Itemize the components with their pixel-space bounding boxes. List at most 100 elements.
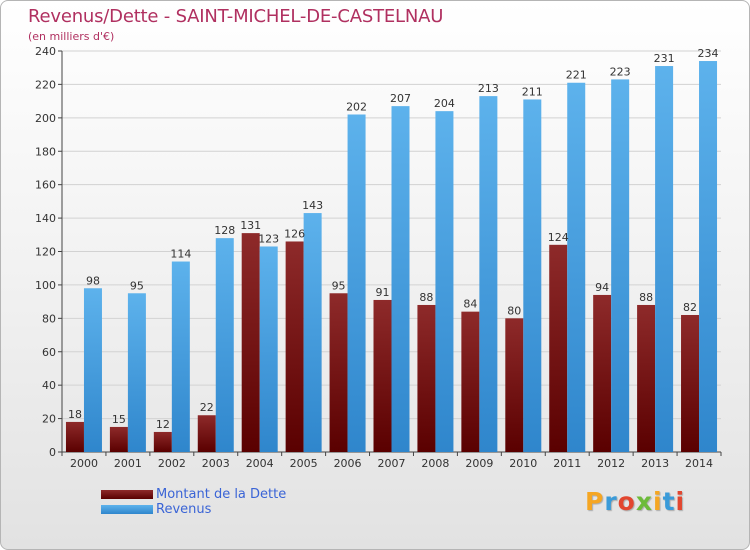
y-tick-label: 240 (35, 45, 56, 58)
bar-revenus (215, 238, 234, 452)
data-label-revenus: 114 (170, 248, 191, 261)
bar-revenus (347, 114, 366, 452)
y-tick-label: 80 (42, 312, 56, 325)
bar-dette (461, 311, 480, 452)
chart-title: Revenus/Dette - SAINT-MICHEL-DE-CASTELNA… (28, 6, 444, 27)
y-tick-label: 100 (35, 279, 56, 292)
bar-dette (549, 244, 568, 452)
chart-subtitle: (en milliers d'€) (28, 30, 115, 43)
y-tick-label: 160 (35, 179, 56, 192)
data-label-dette: 95 (332, 279, 346, 292)
legend-label-revenus: Revenus (156, 502, 212, 517)
data-label-dette: 88 (639, 291, 653, 304)
x-tick-label: 2014 (685, 457, 713, 470)
bar-dette (241, 233, 260, 452)
data-label-revenus: 143 (302, 199, 323, 212)
logo-letter: t (662, 487, 676, 516)
bar-dette (373, 299, 392, 452)
x-tick-label: 2011 (553, 457, 581, 470)
bar-dette (681, 314, 700, 452)
logo-letter: o (617, 487, 636, 516)
x-tick-label: 2004 (246, 457, 274, 470)
bar-dette (329, 293, 348, 452)
bar-revenus (479, 96, 498, 453)
data-label-revenus: 204 (434, 97, 455, 110)
logo-letter: r (604, 487, 618, 516)
bar-revenus (391, 106, 410, 452)
bar-dette (109, 426, 128, 452)
data-label-revenus: 95 (130, 279, 144, 292)
legend-swatch-dette (101, 490, 153, 499)
data-label-revenus: 98 (86, 274, 100, 287)
x-tick-label: 2001 (114, 457, 142, 470)
x-tick-label: 2006 (334, 457, 362, 470)
x-tick-label: 2013 (641, 457, 669, 470)
legend-label-dette: Montant de la Dette (156, 487, 287, 502)
data-label-revenus: 234 (698, 47, 719, 60)
data-label-revenus: 213 (478, 82, 499, 95)
data-label-revenus: 128 (214, 224, 235, 237)
bar-revenus (567, 82, 586, 452)
data-label-dette: 18 (68, 408, 82, 421)
bar-revenus (435, 111, 454, 453)
y-tick-label: 120 (35, 246, 56, 259)
data-label-revenus: 202 (346, 100, 367, 113)
bar-revenus (655, 66, 674, 452)
logo-letter: P (585, 487, 605, 516)
x-tick-label: 2000 (70, 457, 98, 470)
y-tick-label: 0 (49, 446, 56, 459)
y-tick-label: 60 (42, 346, 56, 359)
x-tick-label: 2007 (378, 457, 406, 470)
data-label-dette: 22 (200, 401, 214, 414)
data-label-revenus: 207 (390, 92, 411, 105)
data-label-dette: 80 (507, 304, 521, 317)
data-label-dette: 94 (595, 281, 609, 294)
bar-revenus (83, 288, 102, 452)
bar-revenus (303, 213, 322, 452)
bar-revenus (259, 246, 278, 452)
logo-letter: x (635, 487, 653, 516)
y-tick-label: 180 (35, 145, 56, 158)
y-tick-label: 220 (35, 78, 56, 91)
data-label-revenus: 211 (522, 85, 543, 98)
bar-revenus (611, 79, 630, 452)
y-tick-label: 40 (42, 379, 56, 392)
bar-revenus (171, 261, 190, 452)
data-label-dette: 15 (112, 413, 126, 426)
x-tick-label: 2010 (509, 457, 537, 470)
legend-swatch-revenus (101, 505, 153, 514)
x-tick-label: 2008 (421, 457, 449, 470)
bar-revenus (127, 293, 146, 452)
data-label-revenus: 231 (654, 52, 675, 65)
proxiti-logo: Proxiti (585, 487, 685, 516)
y-tick-label: 200 (35, 112, 56, 125)
bar-dette (197, 415, 216, 452)
data-label-revenus: 123 (258, 232, 279, 245)
bar-revenus (523, 99, 542, 453)
x-tick-label: 2005 (290, 457, 318, 470)
data-label-dette: 126 (284, 227, 305, 240)
bar-dette (285, 241, 304, 452)
bar-dette (417, 304, 436, 452)
bar-dette (505, 318, 524, 452)
y-tick-label: 20 (42, 413, 56, 426)
data-label-dette: 12 (156, 418, 170, 431)
x-tick-label: 2003 (202, 457, 230, 470)
data-label-dette: 82 (683, 301, 697, 314)
data-label-revenus: 221 (566, 69, 587, 82)
data-label-dette: 91 (376, 286, 390, 299)
y-tick-label: 140 (35, 212, 56, 225)
x-tick-label: 2002 (158, 457, 186, 470)
data-label-dette: 124 (548, 231, 569, 244)
bar-dette (593, 294, 612, 452)
x-tick-label: 2012 (597, 457, 625, 470)
x-tick-label: 2009 (465, 457, 493, 470)
data-label-dette: 88 (419, 291, 433, 304)
data-label-dette: 84 (463, 298, 477, 311)
bar-dette (153, 431, 172, 452)
bar-dette (65, 421, 84, 452)
bar-revenus (699, 61, 718, 453)
data-label-revenus: 223 (610, 65, 631, 78)
